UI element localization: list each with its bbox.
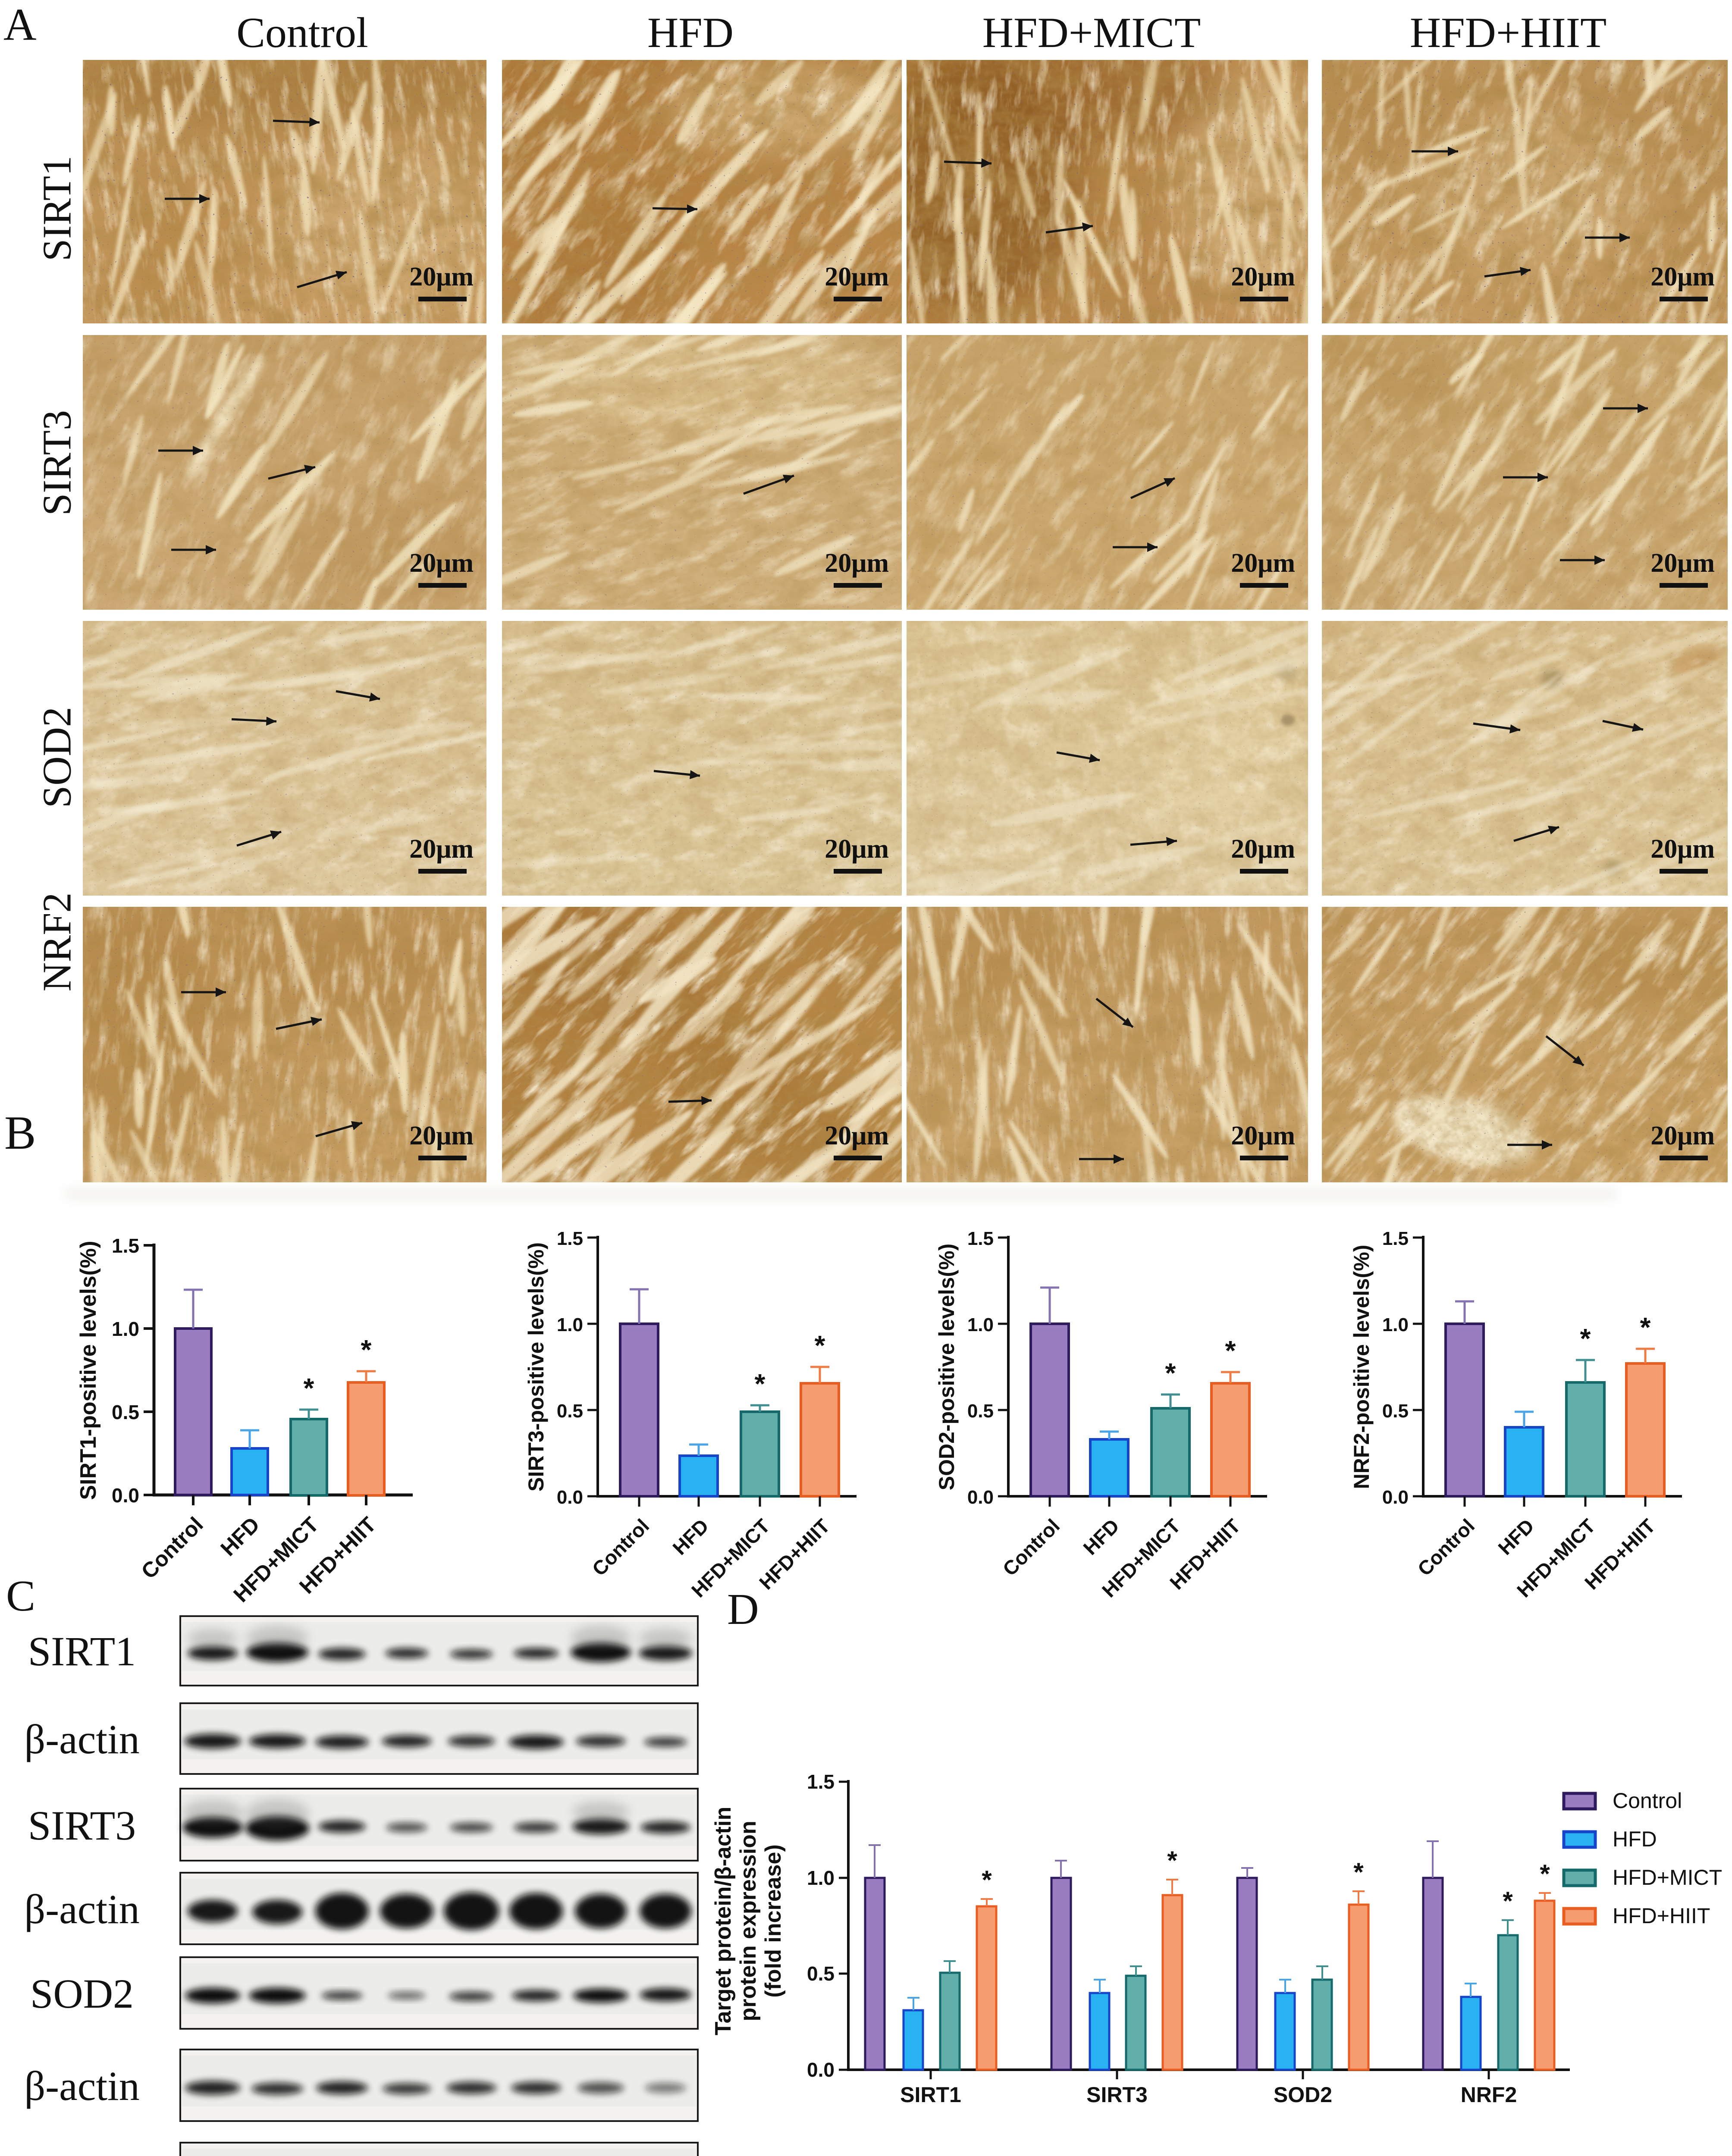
svg-text:0.0: 0.0 [112,1484,139,1507]
svg-text:20μm: 20μm [409,834,474,864]
svg-text:1.5: 1.5 [1382,1228,1409,1249]
svg-text:20μm: 20μm [1231,262,1295,291]
svg-text:Control: Control [1613,1789,1682,1813]
svg-text:20μm: 20μm [1650,262,1715,291]
svg-text:*: * [1540,1859,1550,1888]
svg-text:Control: Control [137,1512,208,1583]
svg-text:*: * [1503,1887,1513,1915]
svg-text:20μm: 20μm [825,1121,889,1150]
svg-text:SIRT3-positive levels(%): SIRT3-positive levels(%) [524,1242,548,1492]
svg-text:1.5: 1.5 [557,1228,583,1249]
svg-text:20μm: 20μm [409,1121,474,1150]
svg-text:20μm: 20μm [1650,1121,1715,1150]
svg-text:*: * [815,1330,825,1361]
svg-text:20μm: 20μm [1231,548,1295,578]
svg-text:*: * [1353,1858,1364,1887]
svg-text:20μm: 20μm [825,262,889,291]
svg-text:*: * [1580,1323,1591,1354]
svg-text:NRF2: NRF2 [1461,2083,1517,2107]
svg-text:NRF2-positive levels(%): NRF2-positive levels(%) [1349,1245,1374,1489]
svg-text:0.0: 0.0 [807,2059,835,2081]
svg-text:HFD: HFD [668,1514,713,1559]
svg-text:HFD: HFD [1494,1514,1538,1559]
svg-text:Control: Control [998,1514,1064,1580]
svg-text:1.0: 1.0 [112,1318,139,1340]
svg-text:0.5: 0.5 [967,1401,994,1422]
svg-text:*: * [1225,1335,1236,1366]
svg-text:*: * [982,1865,992,1894]
svg-text:Target protein/β-actin: Target protein/β-actin [711,1807,736,2036]
svg-text:*: * [361,1334,372,1365]
svg-text:*: * [755,1368,766,1399]
svg-text:SIRT1-positive levels(%): SIRT1-positive levels(%) [76,1241,101,1500]
svg-text:SOD2: SOD2 [1274,2083,1332,2107]
svg-text:protein expression: protein expression [736,1821,761,2021]
svg-text:20μm: 20μm [409,262,474,291]
svg-text:0.5: 0.5 [557,1401,583,1422]
svg-text:20μm: 20μm [1231,834,1295,864]
svg-text:1.5: 1.5 [967,1228,994,1249]
svg-text:*: * [1640,1312,1651,1343]
svg-text:0.0: 0.0 [967,1487,994,1508]
svg-text:*: * [1167,1846,1177,1875]
svg-text:20μm: 20μm [825,834,889,864]
svg-text:HFD+HIIT: HFD+HIIT [1613,1904,1710,1928]
svg-text:Control: Control [588,1514,653,1580]
svg-text:1.5: 1.5 [807,1771,835,1793]
svg-text:0.0: 0.0 [1382,1487,1409,1508]
svg-text:20μm: 20μm [1650,548,1715,578]
svg-text:0.5: 0.5 [807,1962,835,1985]
svg-text:1.0: 1.0 [807,1867,835,1889]
svg-text:0.0: 0.0 [557,1487,583,1508]
svg-text:Control: Control [1413,1514,1479,1580]
svg-text:*: * [304,1373,314,1404]
svg-text:HFD+MICT: HFD+MICT [1613,1865,1722,1890]
svg-text:*: * [1165,1357,1176,1388]
svg-text:0.5: 0.5 [1382,1401,1409,1422]
svg-text:HFD: HFD [1079,1514,1123,1559]
svg-text:20μm: 20μm [825,548,889,578]
svg-text:20μm: 20μm [409,548,474,578]
svg-text:HFD: HFD [1613,1827,1657,1851]
svg-text:SOD2-positive levels(%): SOD2-positive levels(%) [935,1244,959,1490]
svg-text:20μm: 20μm [1231,1121,1295,1150]
svg-text:1.0: 1.0 [967,1314,994,1335]
svg-text:SIRT3: SIRT3 [1086,2083,1148,2107]
svg-text:1.5: 1.5 [112,1235,139,1257]
svg-text:(fold increase): (fold increase) [761,1844,786,1997]
svg-text:20μm: 20μm [1650,834,1715,864]
svg-text:SIRT1: SIRT1 [900,2083,961,2107]
svg-text:1.0: 1.0 [1382,1314,1409,1335]
svg-text:0.5: 0.5 [112,1401,139,1423]
svg-text:HFD: HFD [216,1512,264,1561]
svg-text:1.0: 1.0 [557,1314,583,1335]
